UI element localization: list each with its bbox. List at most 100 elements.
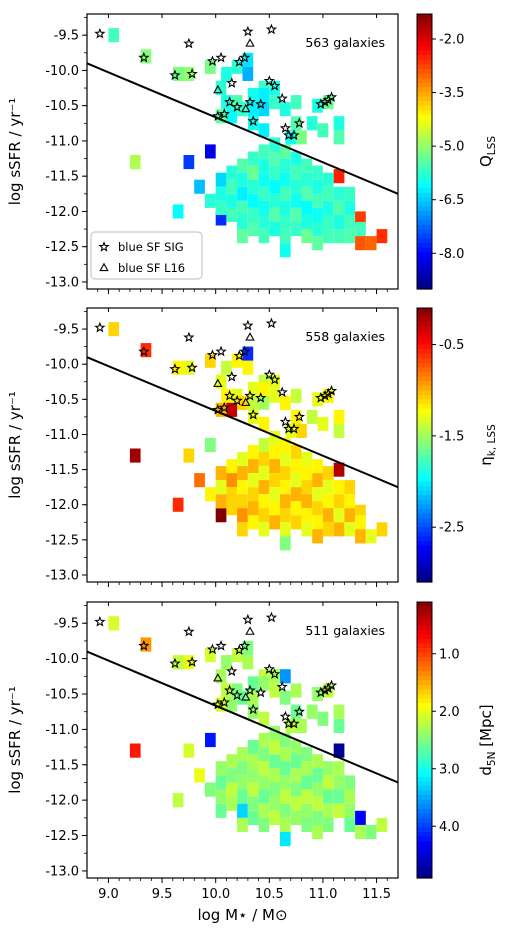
star-marker-0 [94, 27, 106, 39]
heatmap-cell-102 [333, 169, 345, 184]
heatmap-cell-21 [269, 388, 280, 403]
colorbar-segment [417, 661, 432, 667]
colorbar-segment [417, 275, 432, 281]
legend-label-1: blue SF L16 [118, 261, 185, 275]
star-marker-15 [231, 394, 243, 406]
colorbar-segment [417, 730, 432, 736]
heatmap-cell-61 [258, 494, 270, 509]
heatmap-cell-40 [215, 172, 227, 187]
colorbar-segment [417, 445, 432, 451]
star-marker-24 [288, 129, 300, 141]
star-marker-13 [212, 698, 224, 710]
triangle-marker-1 [245, 626, 255, 635]
colorbar-segment [417, 545, 432, 551]
heatmap-cell-7 [231, 648, 243, 663]
colorbar-segment [417, 169, 432, 176]
colorbar-segment [417, 790, 432, 796]
heatmap-cell-35 [129, 155, 141, 170]
plot-frame [86, 13, 399, 290]
heatmap-cell-39 [172, 204, 184, 219]
heatmap-cell-32 [333, 130, 345, 145]
star-marker-22 [279, 710, 292, 722]
colorbar-segment [417, 229, 432, 235]
colorbar-segment [417, 23, 432, 29]
colorbar-segment [417, 403, 432, 410]
heatmap-cell-22 [280, 690, 291, 705]
colorbar-segment [417, 818, 432, 824]
colorbar-segment [417, 795, 432, 801]
colorbar-segment [417, 550, 432, 556]
colorbar-segment [417, 119, 432, 125]
colorbar-segment [417, 864, 432, 870]
heatmap-cell-116 [205, 782, 216, 797]
heatmap-cell-57 [258, 144, 270, 159]
heatmap-cell-100 [322, 215, 334, 230]
heatmap-cell-93 [312, 193, 323, 208]
heatmap-cell-84 [290, 810, 302, 825]
colorbar-segment [417, 804, 432, 810]
colorbar-segment [417, 572, 432, 579]
colorbar-segment [417, 822, 432, 828]
heatmap-cell-45 [237, 158, 248, 173]
colorbar-segment [417, 142, 432, 148]
heatmap-cell-55 [247, 207, 259, 222]
star-marker-2 [169, 69, 181, 81]
heatmap-cell-54 [247, 487, 259, 502]
colorbar-segment [417, 435, 432, 442]
colorbar-segment [417, 41, 432, 47]
heatmap-cell-109 [344, 803, 356, 818]
star-marker-1 [138, 639, 150, 651]
heatmap-cell-85 [301, 452, 313, 467]
heatmap-cell-86 [301, 172, 313, 187]
colorbar-segment [417, 160, 432, 166]
star-marker-16 [247, 703, 259, 715]
y-tick-label-7: -13.0 [45, 864, 79, 879]
colorbar-segment [417, 767, 432, 773]
star-marker-25 [293, 410, 305, 422]
colorbar-segment [417, 82, 432, 88]
heatmap-cell-88 [301, 789, 313, 804]
star-marker-6 [215, 639, 227, 651]
star-marker-5 [206, 349, 219, 360]
colorbar-segment [417, 238, 432, 244]
heatmap-cell-87 [301, 480, 313, 495]
separation-line [86, 62, 399, 195]
star-marker-3 [183, 37, 195, 49]
colorbar-segment [417, 703, 432, 709]
colorbar-segment [417, 197, 432, 203]
heatmap-cell-107 [344, 186, 356, 201]
triangle-marker-2 [240, 692, 251, 701]
star-marker-16 [247, 115, 259, 126]
colorbar-segment [417, 256, 432, 263]
colorbar-segment [417, 634, 432, 640]
colorbar-segment [417, 657, 432, 663]
heatmap-cell-8 [242, 346, 254, 361]
heatmap-cell-86 [301, 761, 313, 776]
y-tick-label-2: -10.5 [45, 393, 79, 408]
heatmap-cell-5 [215, 374, 227, 389]
y-tick-label-0: -9.5 [54, 323, 79, 338]
separation-line [86, 356, 399, 489]
star-marker-12 [224, 684, 236, 696]
heatmap-cell-32 [333, 718, 345, 733]
heatmap-cell-117 [205, 487, 216, 502]
heatmap-cell-51 [247, 445, 259, 460]
triangle-marker-0 [213, 673, 223, 682]
colorbar-segment [417, 215, 432, 221]
heatmap-cell-79 [290, 445, 302, 460]
heatmap-cell-91 [312, 754, 323, 769]
heatmap-cell-51 [247, 151, 259, 166]
heatmap-cell-86 [301, 466, 313, 481]
heatmap-cell-48 [237, 200, 248, 215]
heatmap-cell-117 [205, 193, 216, 208]
heatmap-cell-31 [333, 116, 345, 131]
colorbar-segment [417, 836, 432, 842]
heatmap-cell-35 [129, 743, 141, 758]
heatmap-cell-56 [247, 515, 259, 530]
heatmap-cell-20 [280, 669, 291, 684]
y-axis-title: log sSFR / yr⁻¹ [6, 391, 24, 499]
heatmap-cell-40 [215, 761, 227, 776]
heatmap-cell-118 [226, 501, 238, 516]
heatmap-cell-65 [269, 151, 280, 166]
heatmap-cell-49 [237, 215, 248, 230]
